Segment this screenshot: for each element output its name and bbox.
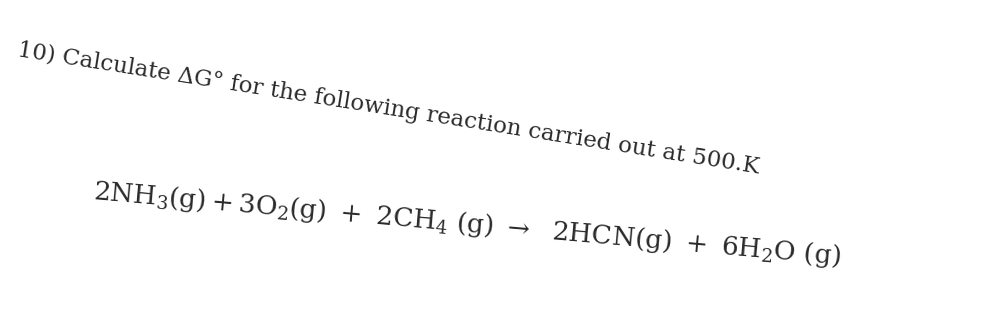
Text: $\mathregular{2NH_3(g) + 3O_2(g)\ +\ 2CH_4\ (g)\ \rightarrow\ \ 2HCN(g)\ +\ 6H_2: $\mathregular{2NH_3(g) + 3O_2(g)\ +\ 2CH… [91, 177, 842, 272]
Text: 10) Calculate ΔG° for the following reaction carried out at 500.K: 10) Calculate ΔG° for the following reac… [17, 39, 761, 179]
